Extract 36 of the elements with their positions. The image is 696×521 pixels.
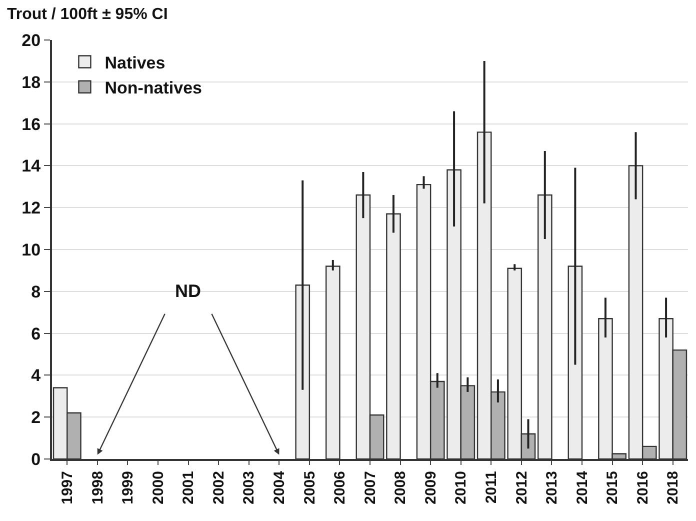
y-tick-label: 6 bbox=[31, 324, 41, 344]
x-tick-label: 2000 bbox=[150, 471, 167, 504]
annotation: ND bbox=[175, 281, 201, 301]
x-tick-label: 2013 bbox=[544, 471, 561, 504]
x-tick-label: 2018 bbox=[664, 471, 682, 504]
y-tick-label: 14 bbox=[22, 156, 42, 176]
x-tick-label: 2012 bbox=[513, 471, 530, 504]
x-tick-label: 2006 bbox=[332, 471, 349, 504]
y-tick-label: 0 bbox=[31, 450, 41, 469]
x-tick-label: 2003 bbox=[240, 471, 258, 504]
x-tick-label: 1997 bbox=[59, 471, 76, 504]
x-tick-label: 2016 bbox=[634, 471, 652, 504]
x-tick-label: 2010 bbox=[452, 471, 470, 504]
y-tick-label: 2 bbox=[31, 408, 41, 428]
x-tick-label: 1999 bbox=[120, 471, 137, 504]
y-tick-label: 16 bbox=[22, 114, 41, 134]
x-tick-label: 2009 bbox=[422, 471, 440, 504]
x-tick-label: 2004 bbox=[271, 470, 288, 504]
x-tick-label: 2007 bbox=[362, 471, 379, 504]
x-tick-label: 2002 bbox=[210, 471, 228, 504]
legend-label: Non-natives bbox=[104, 78, 202, 98]
y-tick-label: 20 bbox=[22, 30, 41, 50]
y-tick-label: 12 bbox=[22, 198, 41, 218]
y-tick-label: 18 bbox=[22, 72, 41, 92]
x-tick-label: 1998 bbox=[89, 471, 106, 504]
chart-title: Trout / 100ft ± 95% CI bbox=[6, 6, 168, 24]
x-tick-label: 2005 bbox=[301, 471, 318, 504]
y-tick-label: 4 bbox=[31, 366, 42, 386]
x-tick-label: 2015 bbox=[604, 471, 622, 504]
x-tick-label: 2014 bbox=[574, 470, 591, 504]
y-tick-label: 10 bbox=[22, 240, 41, 260]
legend-label: Natives bbox=[104, 53, 166, 72]
x-tick-label: 2008 bbox=[392, 471, 410, 504]
x-tick-label: 2011 bbox=[483, 471, 500, 504]
x-tick-label: 2001 bbox=[180, 471, 198, 504]
y-tick-label: 8 bbox=[31, 282, 41, 302]
